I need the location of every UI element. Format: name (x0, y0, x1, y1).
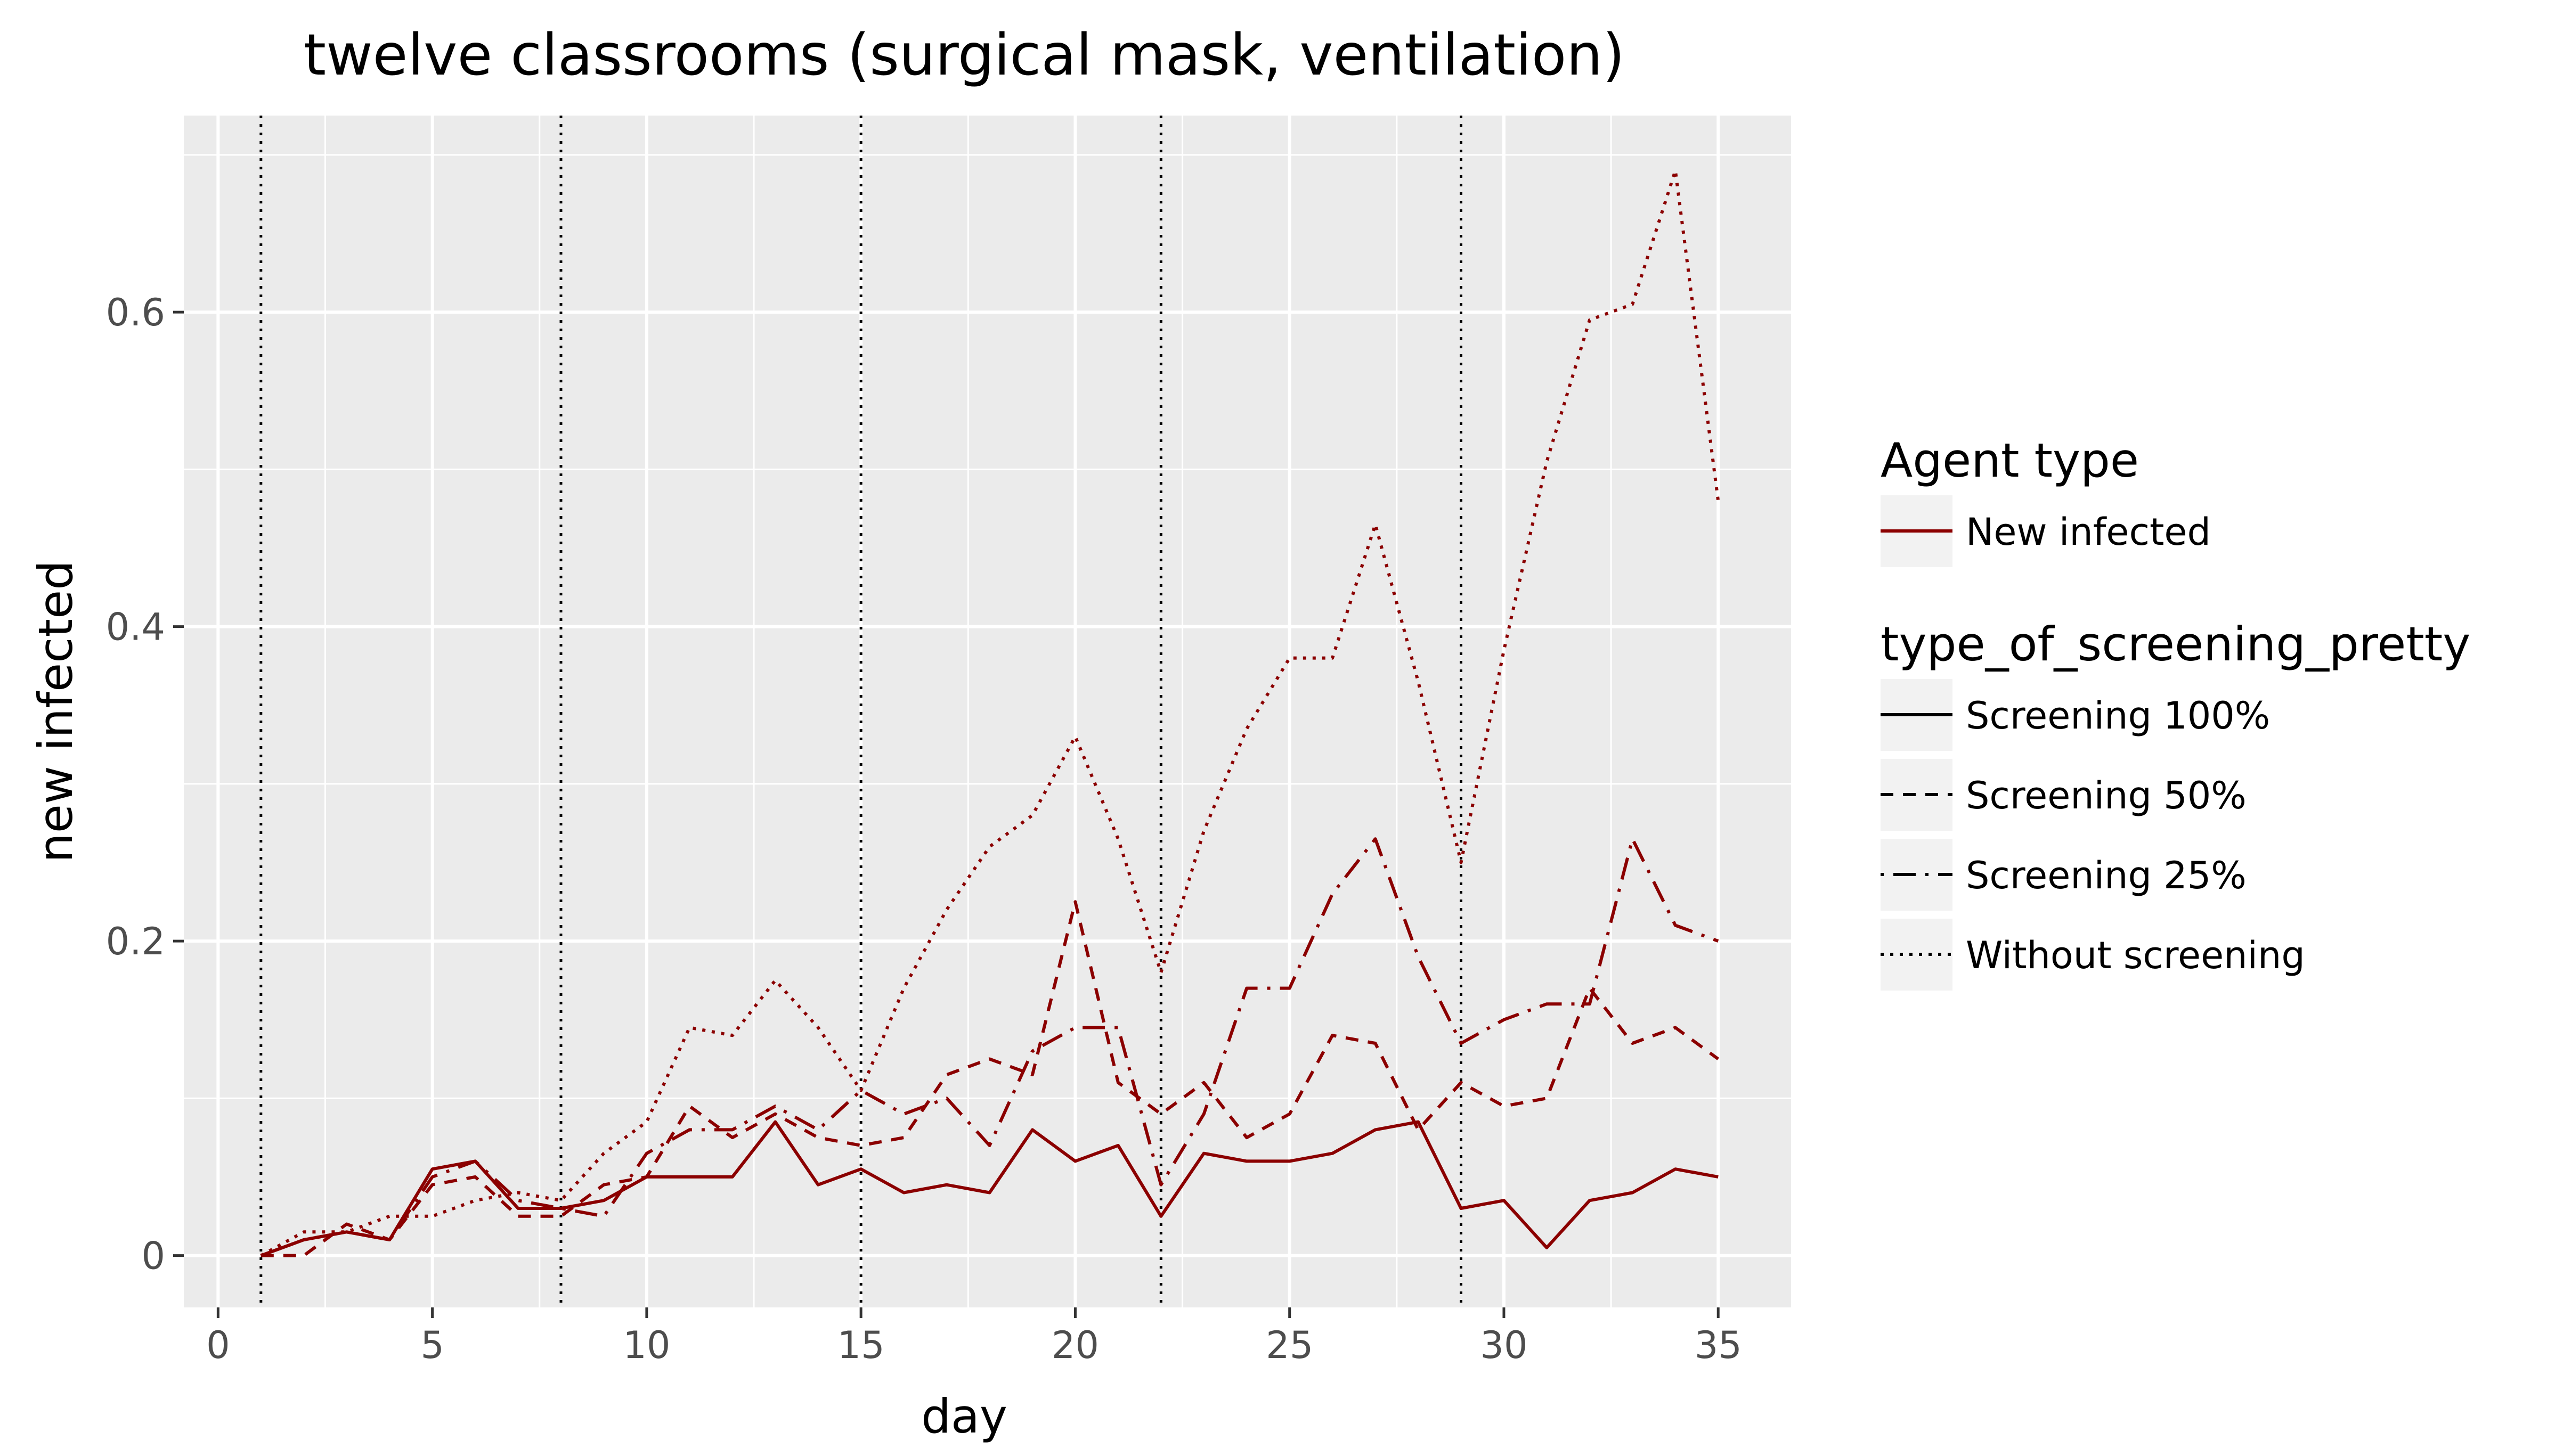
y-tick-label: 0 (141, 1234, 165, 1278)
legend-key-new-infected (1881, 495, 1952, 567)
x-tick-label: 20 (1052, 1323, 1099, 1367)
y-tick-label: 0.4 (106, 606, 165, 649)
plot-panel (184, 116, 1791, 1307)
y-axis: 0 0.2 0.4 0.6 (106, 291, 184, 1278)
series-line-screening-50 (261, 900, 1719, 1257)
legend-label-screening-50: Screening 50% (1966, 774, 2247, 817)
x-axis: 0 5 10 15 20 25 30 35 (206, 1307, 1742, 1367)
legend-key-without-screening (1881, 919, 1952, 991)
legend-label-screening-25: Screening 25% (1966, 854, 2247, 897)
major-gridlines (184, 116, 1791, 1307)
legend-key-screening-25 (1881, 839, 1952, 911)
x-tick-label: 0 (206, 1323, 230, 1367)
y-tick-label: 0.6 (106, 291, 165, 334)
minor-gridlines (184, 116, 1791, 1307)
legend-key-screening-100 (1881, 679, 1952, 751)
legend-label-new-infected: New infected (1966, 510, 2211, 554)
reference-lines (259, 116, 1463, 1307)
y-axis-title: new infected (28, 560, 83, 863)
series-lines (260, 169, 1720, 1257)
legend-color-title: Agent type (1881, 433, 2139, 488)
legend-label-screening-100: Screening 100% (1966, 694, 2270, 738)
x-tick-label: 15 (837, 1323, 885, 1367)
legend: Agent type New infected type_of_screenin… (1881, 433, 2470, 991)
chart-title: twelve classrooms (surgical mask, ventil… (304, 22, 1625, 88)
legend-linetype-title: type_of_screening_pretty (1881, 617, 2470, 672)
series-line-screening-25 (260, 837, 1719, 1257)
series-line-screening-100 (260, 1120, 1719, 1257)
legend-key-screening-50 (1881, 759, 1952, 831)
x-tick-label: 25 (1266, 1323, 1313, 1367)
x-tick-label: 10 (623, 1323, 670, 1367)
x-tick-label: 30 (1480, 1323, 1527, 1367)
x-tick-label: 35 (1695, 1323, 1742, 1367)
x-axis-title: day (921, 1389, 1007, 1444)
x-tick-label: 5 (420, 1323, 444, 1367)
y-tick-label: 0.2 (106, 920, 165, 963)
legend-label-without-screening: Without screening (1966, 934, 2305, 977)
